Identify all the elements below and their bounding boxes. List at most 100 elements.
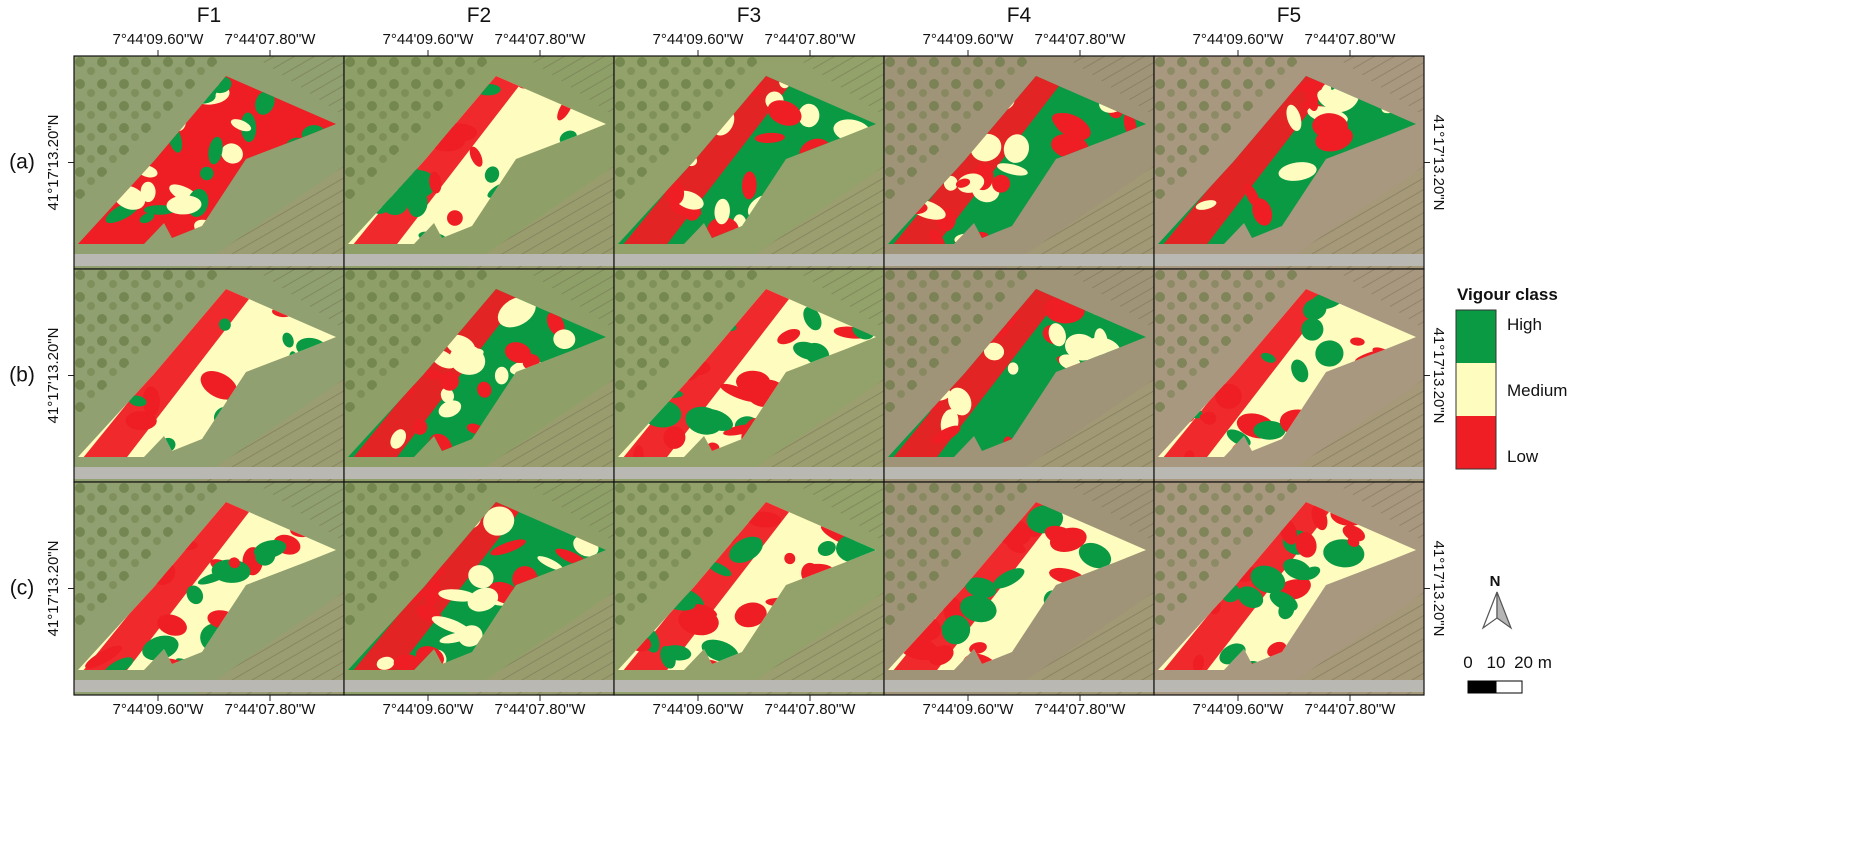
class-patch-low: [1347, 536, 1360, 547]
vineyard-rows-top: [524, 56, 614, 116]
latitude-label-right: 41°17'13.20"N: [1430, 541, 1447, 637]
class-patch-medium: [553, 329, 576, 350]
legend-swatch-low: [1456, 416, 1496, 469]
tree-hedge: [1154, 269, 1304, 419]
class-patch-low: [767, 100, 802, 126]
class-zone-low: [1158, 289, 1329, 457]
latitude-label-right: 41°17'13.20"N: [1430, 115, 1447, 211]
road: [74, 680, 344, 692]
class-patch-high: [103, 657, 134, 670]
vineyard-rows-top: [1334, 56, 1424, 116]
class-patch-medium: [468, 565, 494, 589]
map-panel-c-f4: [883, 481, 1155, 696]
class-patch-high: [282, 332, 294, 348]
class-zone-low: [888, 289, 1059, 457]
longitude-labels: 7°44'09.60"W 7°44'09.60"W 7°44'07.80"W 7°44…: [113, 31, 1397, 718]
panel-imagery: [1154, 56, 1424, 269]
scale-bar: 0 10 20 m: [1463, 653, 1552, 694]
panel-imagery: [884, 269, 1154, 482]
road: [614, 680, 884, 692]
class-patch-medium: [943, 175, 958, 191]
longitude-label-top: 7°44'07.80"W: [1035, 31, 1127, 48]
class-patch-medium: [166, 195, 202, 215]
vineyard-rows: [1274, 166, 1424, 269]
vineyard-rows-top: [1064, 482, 1154, 542]
class-patch-high: [1269, 590, 1298, 612]
class-patch-medium: [230, 119, 252, 132]
class-patch-medium: [1278, 162, 1317, 181]
panel-imagery: [74, 56, 344, 269]
class-patch-low: [1297, 79, 1327, 93]
class-patch-high: [817, 541, 836, 556]
class-zone-low: [1158, 76, 1329, 244]
class-patch-low: [734, 602, 767, 628]
north-arrow: N: [1481, 573, 1513, 630]
class-patch-low: [85, 645, 123, 669]
class-patch-low: [1304, 85, 1319, 112]
class-patch-low: [1311, 504, 1328, 531]
class-patch-medium: [467, 587, 499, 612]
road: [344, 680, 614, 692]
class-patch-low: [412, 419, 428, 435]
class-zone-low: [348, 76, 519, 244]
class-patch-low: [477, 381, 492, 398]
tree-hedge: [884, 269, 1034, 419]
legend-frame: [1455, 309, 1497, 470]
road: [614, 254, 884, 266]
legend-title: Vigour class: [1457, 285, 1558, 304]
vineyard-rows: [464, 379, 614, 482]
class-patch-medium: [948, 387, 972, 416]
class-patch-low: [632, 445, 644, 457]
tree-hedge: [614, 269, 764, 419]
class-patch-low: [546, 312, 565, 336]
vineyard-rows-top: [254, 56, 344, 116]
class-patch-low: [440, 371, 459, 391]
tree-hedge: [74, 269, 224, 419]
vigour-legend: Vigour class High Medium Low: [1455, 285, 1567, 470]
class-patch-high: [484, 166, 500, 183]
road: [1154, 680, 1424, 692]
tree-hedge: [1154, 56, 1304, 206]
longitude-label-top: 7°44'07.80"W: [495, 31, 587, 48]
class-patch-low: [125, 411, 157, 431]
class-patch-high: [1315, 340, 1344, 367]
class-patch-low: [955, 178, 971, 188]
class-patch-high: [964, 577, 997, 598]
class-patch-high: [960, 595, 997, 623]
road: [884, 467, 1154, 479]
tree-hedge: [74, 482, 224, 632]
panel-imagery: [614, 56, 884, 269]
vineyard-rows-top: [1064, 56, 1154, 116]
map-panel-a-f2: [343, 55, 615, 270]
class-patch-low: [777, 328, 801, 345]
class-patch-low: [723, 424, 758, 436]
longitude-label-top: 7°44'07.80"W: [1305, 31, 1397, 48]
class-patch-high: [255, 90, 275, 115]
map-panel-a-f5: [1153, 55, 1425, 270]
column-title-f1: F1: [197, 4, 222, 27]
class-patch-low: [490, 539, 526, 556]
class-patch-low: [425, 577, 441, 607]
vineyard-rows-top: [254, 269, 344, 329]
class-patch-low: [663, 426, 686, 449]
map-panel-b-f5: [1153, 268, 1425, 483]
class-patch-medium: [438, 589, 477, 602]
class-patch-low: [504, 342, 532, 364]
map-panel-a-f3: [613, 55, 885, 270]
panel-imagery: [614, 482, 884, 695]
column-title-f2: F2: [467, 4, 492, 27]
class-patch-medium: [483, 506, 515, 536]
class-patch-low: [142, 386, 160, 416]
road: [1154, 467, 1424, 479]
vineyard-rows: [194, 592, 344, 695]
map-panel-c-f2: [343, 481, 615, 696]
column-title-f4: F4: [1007, 4, 1032, 27]
class-patch-high: [1253, 420, 1286, 440]
map-panel-a-f4: [883, 55, 1155, 270]
class-patch-low: [1192, 654, 1205, 670]
class-patch-medium: [494, 366, 509, 385]
class-patch-medium: [1003, 134, 1030, 163]
road: [74, 254, 344, 266]
